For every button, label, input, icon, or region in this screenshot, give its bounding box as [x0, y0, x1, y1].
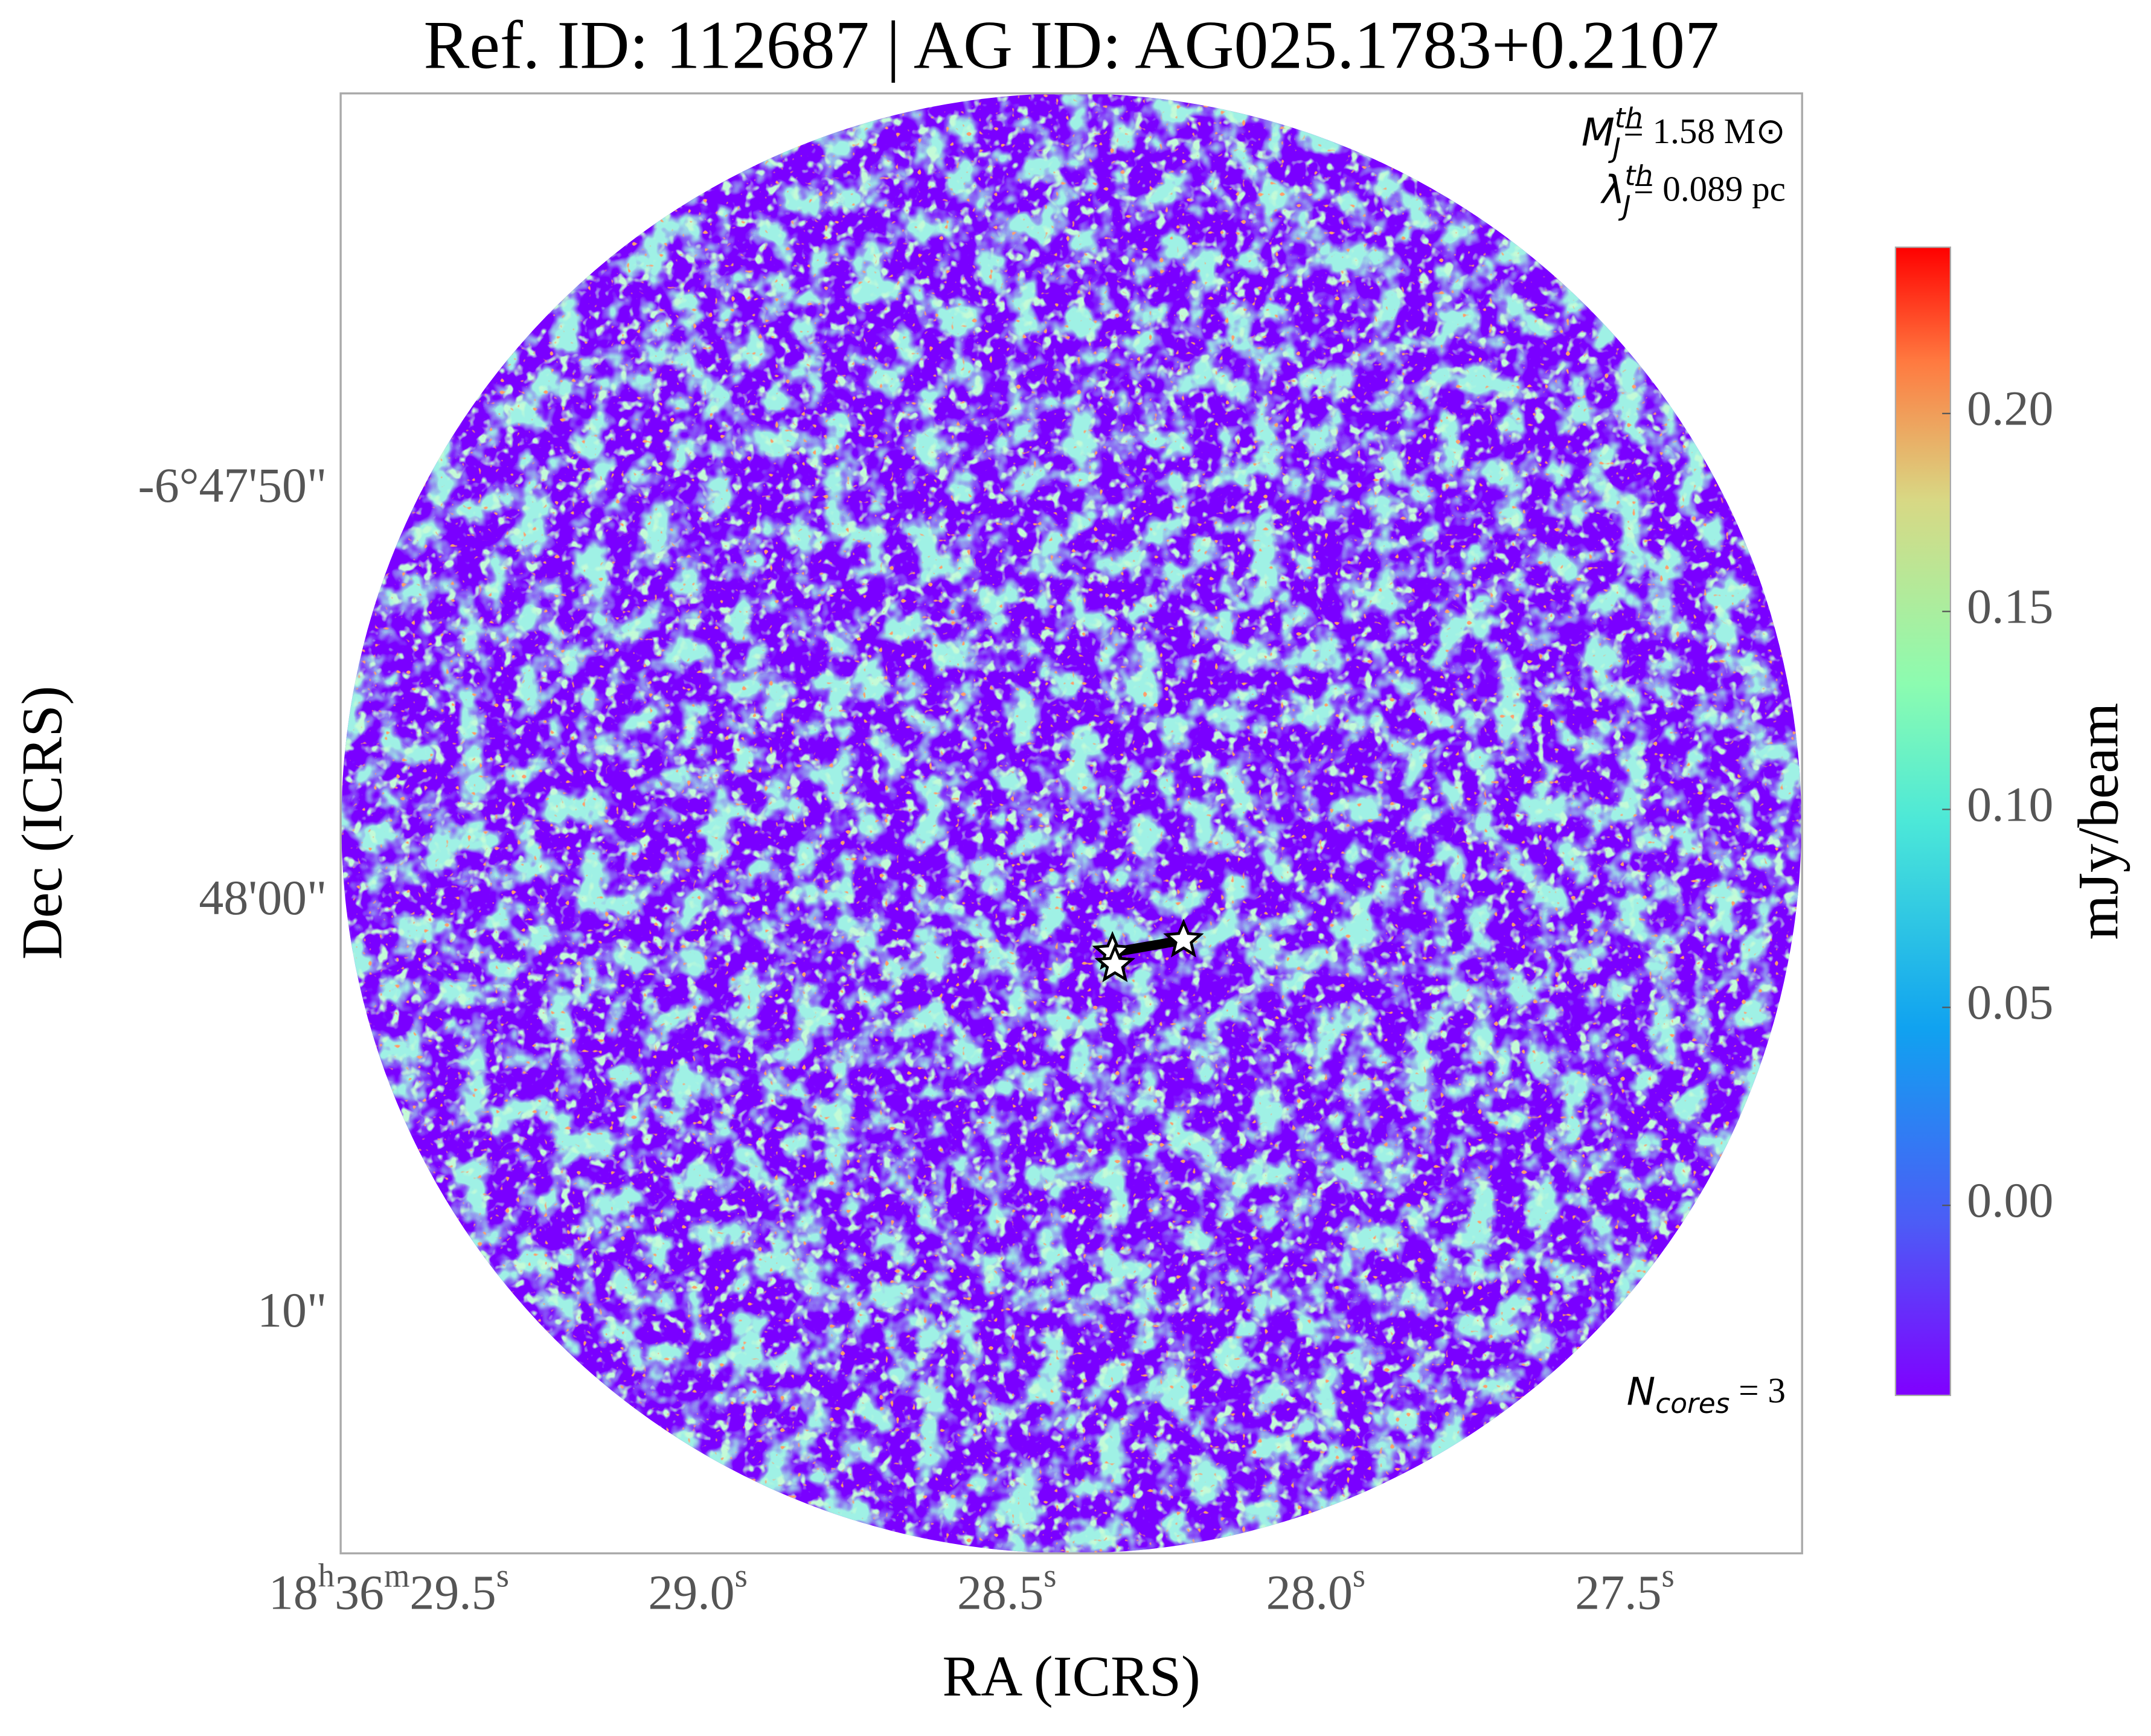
colorbar-tick-label: 0.15 [1967, 578, 2053, 633]
colorbar-tick-label: 0.10 [1967, 777, 2053, 831]
y-tick-label: 10" [257, 1283, 327, 1337]
annotation-symbol: λ [1600, 168, 1625, 213]
colorbar-tick-label: 0.00 [1967, 1173, 2053, 1228]
annotation: λth J = 0.089 pc [1600, 159, 1786, 222]
annotation-sup: th [1625, 159, 1653, 191]
chart-title: Ref. ID: 112687 | AG ID: AG025.1783+0.21… [424, 7, 1719, 83]
annotation-text: = 1.58 M⊙ [1623, 111, 1786, 150]
colorbar [1894, 246, 1952, 1397]
core-marker [1094, 943, 1136, 982]
axes-frame [339, 92, 1803, 1555]
core-marker [1163, 918, 1204, 958]
colorbar-tick-label: 0.20 [1967, 381, 2053, 436]
x-tick-label: 28.0s [1266, 1557, 1366, 1619]
map-noise [341, 93, 1802, 1554]
colorbar-tick-label: 0.05 [1967, 975, 2053, 1030]
emission-map [341, 93, 1802, 1554]
annotation: Ncores = 3 [1627, 1369, 1786, 1419]
annotation-text: = 3 [1729, 1370, 1785, 1410]
colorbar-label: mJy/beam [2066, 703, 2130, 940]
x-tick-label: 28.5s [957, 1557, 1057, 1619]
y-tick-label: 48'00" [199, 870, 327, 925]
annotation: Mth J = 1.58 M⊙ [1582, 101, 1786, 164]
y-axis-label: Dec (ICRS) [10, 686, 74, 960]
x-tick-label: 27.5s [1575, 1557, 1675, 1619]
x-axis-label: RA (ICRS) [943, 1644, 1201, 1708]
annotation-text: = 0.089 pc [1633, 168, 1786, 208]
annotation-sup: th [1615, 101, 1643, 133]
annotation-sub: cores [1655, 1387, 1729, 1419]
x-tick-label: 29.0s [648, 1557, 748, 1619]
x-tick-label: 18h36m29.5s [269, 1557, 509, 1619]
annotation-symbol: N [1627, 1369, 1656, 1414]
annotation-symbol: M [1582, 110, 1615, 155]
y-tick-label: -6°47'50" [138, 458, 327, 513]
